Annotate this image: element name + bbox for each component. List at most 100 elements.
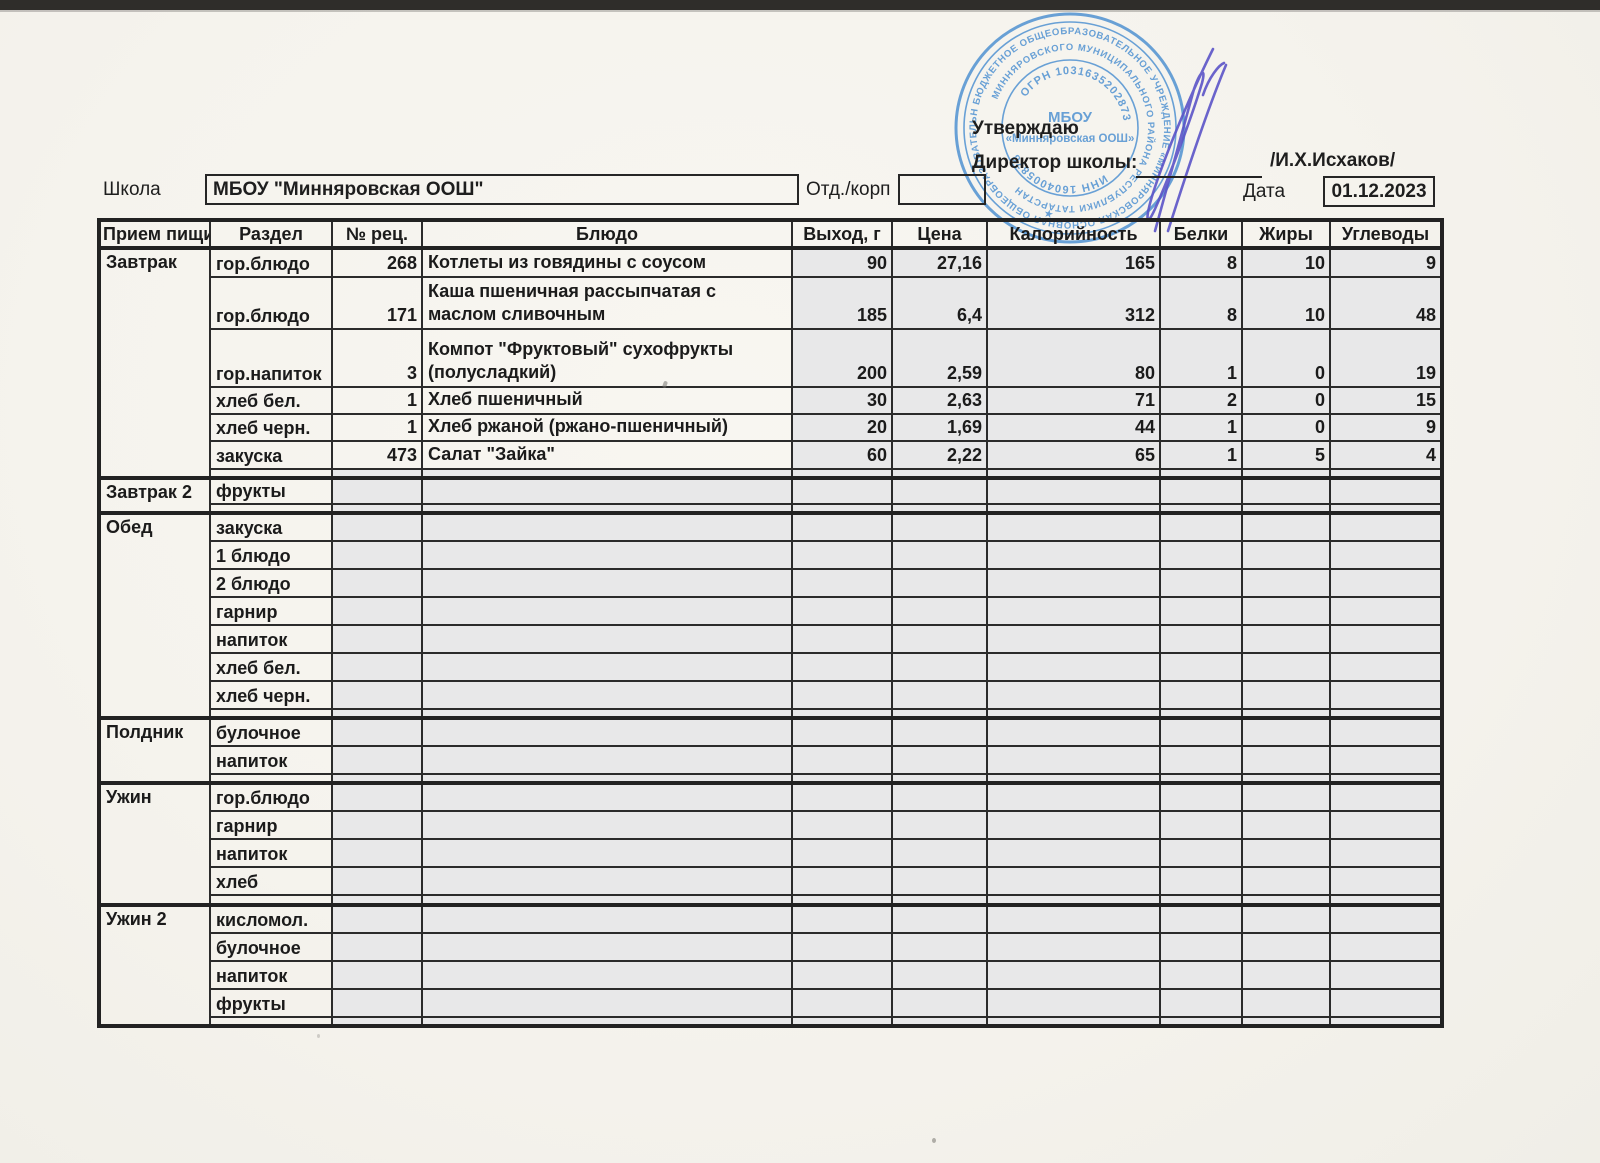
value-cell: 10 bbox=[1241, 246, 1331, 278]
razdel-cell: гор.напиток bbox=[209, 328, 333, 388]
school-name: МБОУ "Минняровская ООШ" bbox=[213, 178, 484, 200]
spacer-cell bbox=[986, 708, 1161, 720]
spacer-cell bbox=[1159, 1016, 1243, 1028]
value-cell: 1 bbox=[1159, 413, 1243, 443]
razdel-cell: напиток bbox=[209, 624, 333, 655]
value-cell bbox=[986, 511, 1161, 543]
spacer-cell bbox=[331, 503, 423, 515]
section-spacer-row bbox=[99, 1016, 1443, 1028]
header-row: Прием пищи Раздел № рец. Блюдо Выход, г Цена К… bbox=[98, 218, 1443, 250]
value-cell bbox=[1329, 476, 1443, 506]
value-cell bbox=[986, 476, 1161, 506]
menu-row: гор.блюдо 171 Каша пшеничная рассыпчатая с… bbox=[99, 276, 1443, 330]
value-cell bbox=[986, 810, 1161, 841]
value-cell bbox=[1159, 540, 1243, 571]
razdel-cell: булочное bbox=[209, 932, 333, 963]
stamp-center-line1: МБОУ bbox=[1048, 109, 1093, 126]
value-cell: 10 bbox=[1241, 276, 1331, 330]
value-cell bbox=[1329, 568, 1443, 599]
value-cell bbox=[986, 568, 1161, 599]
menu-row: 1 блюдо bbox=[99, 540, 1443, 571]
spacer-cell bbox=[891, 1016, 988, 1028]
value-cell bbox=[986, 624, 1161, 655]
stamp-star: ★ bbox=[1042, 207, 1055, 221]
value-cell bbox=[986, 903, 1161, 935]
meal-cell: Обед bbox=[98, 511, 211, 720]
value-cell bbox=[1241, 932, 1331, 963]
dish-cell: Салат "Зайка" bbox=[421, 440, 793, 471]
menu-row: напиток bbox=[99, 745, 1443, 776]
menu-row: хлеб бел. bbox=[99, 652, 1443, 683]
dish-cell bbox=[421, 745, 793, 776]
column-header: Жиры bbox=[1241, 218, 1331, 250]
value-cell bbox=[1329, 838, 1443, 869]
value-cell bbox=[1241, 781, 1331, 813]
value-cell bbox=[791, 511, 893, 543]
value-cell bbox=[986, 596, 1161, 627]
value-cell bbox=[791, 624, 893, 655]
value-cell bbox=[891, 568, 988, 599]
spacer-cell bbox=[331, 1016, 423, 1028]
value-cell bbox=[891, 988, 988, 1019]
rec-cell bbox=[331, 652, 423, 683]
spacer-cell bbox=[1241, 894, 1331, 907]
dish-cell: Хлеб пшеничный bbox=[421, 385, 793, 416]
razdel-cell: гор.блюдо bbox=[209, 781, 333, 813]
value-cell bbox=[1241, 903, 1331, 935]
spacer-cell bbox=[1329, 773, 1443, 785]
menu-row: напиток bbox=[99, 960, 1443, 991]
value-cell bbox=[1329, 866, 1443, 897]
dish-cell: Хлеб ржаной (ржано-пшеничный) bbox=[421, 413, 793, 443]
razdel-cell: закуска bbox=[209, 440, 333, 471]
value-cell bbox=[891, 596, 988, 627]
menu-row: булочное bbox=[99, 932, 1443, 963]
value-cell: 20 bbox=[791, 413, 893, 443]
spacer-cell bbox=[209, 708, 333, 720]
rec-cell bbox=[331, 540, 423, 571]
value-cell: 8 bbox=[1159, 276, 1243, 330]
value-cell bbox=[1241, 866, 1331, 897]
value-cell: 5 bbox=[1241, 440, 1331, 471]
value-cell: 1,69 bbox=[891, 413, 988, 443]
value-cell bbox=[791, 866, 893, 897]
spacer-cell bbox=[421, 468, 793, 480]
value-cell bbox=[791, 716, 893, 748]
spacer-cell bbox=[986, 894, 1161, 907]
razdel-cell: хлеб бел. bbox=[209, 652, 333, 683]
value-cell bbox=[1241, 624, 1331, 655]
value-cell: 0 bbox=[1241, 328, 1331, 388]
meal-cell: Завтрак 2 bbox=[98, 476, 211, 515]
value-cell bbox=[891, 716, 988, 748]
value-cell bbox=[1241, 568, 1331, 599]
meal-cell: Ужин bbox=[98, 781, 211, 907]
value-cell: 0 bbox=[1241, 385, 1331, 416]
value-cell: 60 bbox=[791, 440, 893, 471]
spacer-cell bbox=[331, 894, 423, 907]
menu-row: гор.напиток 3 Компот "Фруктовый" сухофрукт… bbox=[99, 328, 1443, 388]
date-box: 01.12.2023 bbox=[1323, 176, 1435, 207]
director-signature bbox=[1146, 47, 1228, 233]
dish-cell: Каша пшеничная рассыпчатая с маслом слив… bbox=[421, 276, 793, 330]
value-cell bbox=[791, 680, 893, 711]
value-cell bbox=[986, 540, 1161, 571]
menu-table: Прием пищи Раздел № рец. Блюдо Выход, г Цена К… bbox=[97, 218, 1444, 1029]
value-cell: 48 bbox=[1329, 276, 1443, 330]
menu-row: напиток bbox=[99, 624, 1443, 655]
rec-cell: 1 bbox=[331, 413, 423, 443]
razdel-cell: напиток bbox=[209, 745, 333, 776]
date-value: 01.12.2023 bbox=[1331, 180, 1427, 202]
spacer-cell bbox=[1159, 708, 1243, 720]
dish-cell bbox=[421, 716, 793, 748]
dish-cell bbox=[421, 960, 793, 991]
value-cell bbox=[1241, 680, 1331, 711]
spacer-cell bbox=[1159, 468, 1243, 480]
value-cell bbox=[1159, 680, 1243, 711]
value-cell bbox=[986, 652, 1161, 683]
razdel-cell: фрукты bbox=[209, 476, 333, 506]
value-cell bbox=[1329, 652, 1443, 683]
dish-cell bbox=[421, 476, 793, 506]
spacer-cell bbox=[986, 1016, 1161, 1028]
rec-cell bbox=[331, 745, 423, 776]
dish-cell bbox=[421, 866, 793, 897]
